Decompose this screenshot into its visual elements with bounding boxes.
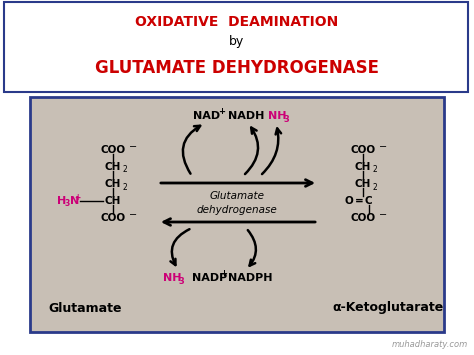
- Text: −: −: [379, 142, 387, 152]
- Text: 2: 2: [123, 165, 128, 175]
- Text: dehydrogenase: dehydrogenase: [197, 205, 277, 215]
- Text: COO: COO: [350, 145, 375, 155]
- Text: −: −: [129, 210, 137, 220]
- Text: CH: CH: [355, 162, 371, 172]
- Text: NADH: NADH: [228, 111, 264, 121]
- Text: NADPH: NADPH: [228, 273, 273, 283]
- Text: COO: COO: [350, 213, 375, 223]
- Text: 2: 2: [123, 182, 128, 191]
- Text: 2: 2: [373, 182, 378, 191]
- Text: 3: 3: [283, 115, 289, 125]
- Text: +: +: [220, 269, 227, 279]
- Text: CH: CH: [355, 179, 371, 189]
- Text: OXIDATIVE  DEAMINATION: OXIDATIVE DEAMINATION: [136, 15, 338, 29]
- Text: CH: CH: [105, 162, 121, 172]
- Text: C: C: [365, 196, 373, 206]
- Text: NH: NH: [268, 111, 286, 121]
- Text: α-Ketoglutarate: α-Ketoglutarate: [332, 301, 444, 315]
- Text: Glutamate: Glutamate: [48, 301, 122, 315]
- Bar: [4, 2, 468, 92]
- Text: muhadharaty.com: muhadharaty.com: [392, 340, 468, 349]
- Text: GLUTAMATE DEHYDROGENASE: GLUTAMATE DEHYDROGENASE: [95, 59, 379, 77]
- Text: COO: COO: [100, 145, 126, 155]
- Text: by: by: [229, 36, 245, 49]
- Text: CH: CH: [105, 196, 121, 206]
- Text: −: −: [379, 210, 387, 220]
- Text: +: +: [218, 108, 225, 116]
- Text: NAD: NAD: [193, 111, 220, 121]
- Text: N: N: [70, 196, 79, 206]
- Text: −: −: [129, 142, 137, 152]
- Text: NH: NH: [163, 273, 182, 283]
- Text: =: =: [355, 196, 364, 206]
- Text: COO: COO: [100, 213, 126, 223]
- Bar: [30, 97, 444, 332]
- Text: CH: CH: [105, 179, 121, 189]
- Text: +: +: [74, 193, 80, 202]
- Text: 3: 3: [178, 278, 184, 286]
- Text: Glutamate: Glutamate: [210, 191, 264, 201]
- Text: 2: 2: [373, 165, 378, 175]
- Text: NADP: NADP: [192, 273, 227, 283]
- Text: O: O: [345, 196, 354, 206]
- Text: H: H: [57, 196, 66, 206]
- Text: 3: 3: [65, 200, 70, 208]
